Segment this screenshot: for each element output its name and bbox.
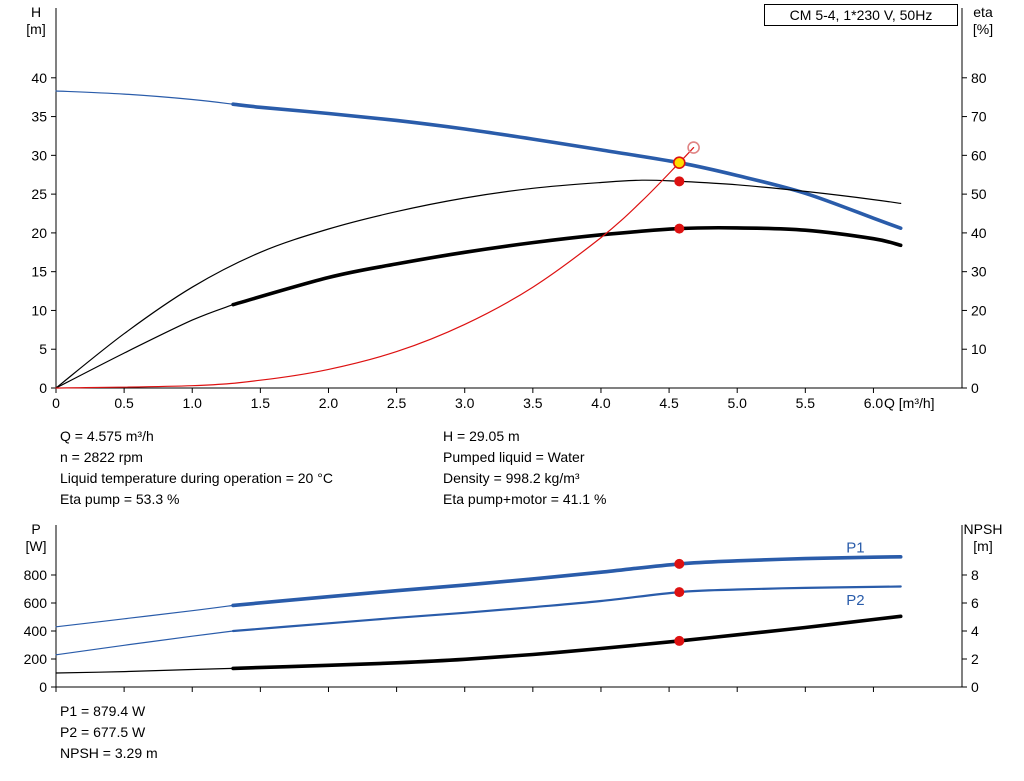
y-right-tick-label: 2 xyxy=(971,651,979,667)
curve-p1 xyxy=(231,555,903,608)
eta-pump-marker xyxy=(674,176,685,187)
info-line-p2: P2 = 677.5 W xyxy=(60,724,146,740)
y-left-tick-label: 40 xyxy=(31,70,47,86)
y-right-tick-label: 40 xyxy=(971,225,987,241)
hq-eta-chart: 0 5 10 15 20 25 30 35 40 0 10 20 30 40 50 60 70 80 0 0.5 1.0… xyxy=(26,4,993,411)
y-left-tick-label: 5 xyxy=(39,341,47,357)
y-left-tick-label: 600 xyxy=(24,595,48,611)
y-left-tick-label: 0 xyxy=(39,380,47,396)
y-left-tick-label: 200 xyxy=(24,651,48,667)
flow-target-marker xyxy=(687,141,700,154)
y-right-tick-label: 80 xyxy=(971,70,987,86)
p2-marker xyxy=(674,587,685,598)
y-left-axis-title: [W] xyxy=(26,538,47,554)
info-line-liquid: Pumped liquid = Water xyxy=(443,449,585,465)
y-right-tick-label: 8 xyxy=(971,567,979,583)
series-label-p1: P1 xyxy=(846,540,864,557)
y-left-tick-label: 400 xyxy=(24,623,48,639)
y-right-tick-label: 20 xyxy=(971,302,987,318)
y-left-tick-label: 800 xyxy=(24,567,48,583)
y-left-tick-label: 0 xyxy=(39,679,47,695)
y-right-tick-label: 6 xyxy=(971,595,979,611)
curve-system-curve xyxy=(55,147,695,389)
curve-eta-pump-motor xyxy=(55,304,234,389)
info-line-head: H = 29.05 m xyxy=(443,428,520,444)
y-left-tick-label: 20 xyxy=(31,225,47,241)
y-left-axis-title: P xyxy=(31,521,40,537)
y-right-tick-label: 60 xyxy=(971,147,987,163)
x-tick-label: 1.5 xyxy=(251,395,271,411)
curve-p1 xyxy=(55,604,234,628)
y-left-axis-title: [m] xyxy=(26,21,45,37)
info-line-p1: P1 = 879.4 W xyxy=(60,703,146,719)
duty-point-marker xyxy=(673,156,686,170)
y-right-tick-label: 0 xyxy=(971,679,979,695)
npsh-marker xyxy=(674,635,685,646)
y-right-tick-label: 4 xyxy=(971,623,979,639)
y-right-tick-label: 0 xyxy=(971,380,979,396)
curve-p2 xyxy=(232,585,902,633)
curve-npsh xyxy=(231,614,903,671)
y-left-axis-title: H xyxy=(31,4,41,20)
curve-eta-pump xyxy=(55,179,902,389)
x-axis-title: Q [m³/h] xyxy=(884,395,935,411)
x-tick-label: 2.0 xyxy=(319,395,339,411)
x-tick-label: 4.5 xyxy=(659,395,679,411)
x-tick-label: 5.0 xyxy=(727,395,747,411)
info-line-eta-pump: Eta pump = 53.3 % xyxy=(60,491,180,507)
x-tick-label: 0.5 xyxy=(114,395,134,411)
operating-data-left: Q = 4.575 m³/h n = 2822 rpm Liquid tempe… xyxy=(60,426,333,510)
info-line-eta-pump-motor: Eta pump+motor = 41.1 % xyxy=(443,491,607,507)
info-line-q: Q = 4.575 m³/h xyxy=(60,428,154,444)
y-right-tick-label: 50 xyxy=(971,186,987,202)
info-line-temperature: Liquid temperature during operation = 20… xyxy=(60,470,333,486)
info-line-npsh: NPSH = 3.29 m xyxy=(60,745,158,761)
x-tick-label: 3.5 xyxy=(523,395,543,411)
y-left-tick-label: 15 xyxy=(31,264,47,280)
p1-marker xyxy=(674,558,685,569)
curve-h-curve xyxy=(231,102,903,230)
y-right-axis-title: NPSH xyxy=(964,521,1003,537)
curve-npsh xyxy=(55,667,234,674)
power-npsh-data: P1 = 879.4 W P2 = 677.5 W NPSH = 3.29 m xyxy=(60,701,158,764)
pump-model-label: CM 5-4, 1*230 V, 50Hz xyxy=(764,4,958,26)
power-npsh-chart: 0 200 400 600 800 0 2 4 6 8 P[W] NPSH[m] P1 P2 xyxy=(24,521,1003,695)
info-line-speed: n = 2822 rpm xyxy=(60,449,143,465)
y-right-axis-title: eta xyxy=(973,4,993,20)
x-tick-label: 1.0 xyxy=(183,395,203,411)
x-tick-label: 6.0 xyxy=(864,395,884,411)
y-right-axis-title: [%] xyxy=(973,21,993,37)
y-right-tick-label: 70 xyxy=(971,109,987,125)
x-tick-label: 5.5 xyxy=(796,395,816,411)
y-left-tick-label: 10 xyxy=(31,302,47,318)
y-right-tick-label: 30 xyxy=(971,264,987,280)
x-tick-label: 0 xyxy=(52,395,60,411)
curve-eta-pump-motor xyxy=(231,225,903,307)
curve-p2 xyxy=(55,630,234,656)
info-line-density: Density = 998.2 kg/m³ xyxy=(443,470,580,486)
y-left-tick-label: 30 xyxy=(31,147,47,163)
y-left-tick-label: 25 xyxy=(31,186,47,202)
x-tick-label: 3.0 xyxy=(455,395,475,411)
x-tick-label: 2.5 xyxy=(387,395,407,411)
eta-pump-motor-marker xyxy=(674,223,685,234)
x-tick-label: 4.0 xyxy=(591,395,611,411)
operating-data-right: H = 29.05 m Pumped liquid = Water Densit… xyxy=(443,426,606,510)
y-left-tick-label: 35 xyxy=(31,109,47,125)
series-label-p2: P2 xyxy=(846,592,864,609)
curve-h-curve xyxy=(55,90,234,105)
y-right-axis-title: [m] xyxy=(973,538,992,554)
y-right-tick-label: 10 xyxy=(971,341,987,357)
